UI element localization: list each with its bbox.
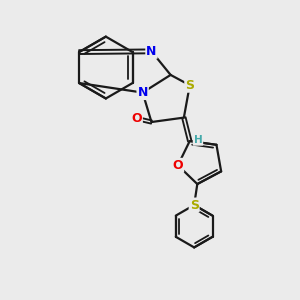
- Text: S: S: [190, 199, 199, 212]
- Text: O: O: [172, 159, 183, 172]
- Text: N: N: [146, 45, 157, 58]
- Text: N: N: [137, 86, 148, 99]
- Text: H: H: [194, 135, 202, 145]
- Text: S: S: [185, 79, 194, 92]
- Text: O: O: [131, 112, 142, 125]
